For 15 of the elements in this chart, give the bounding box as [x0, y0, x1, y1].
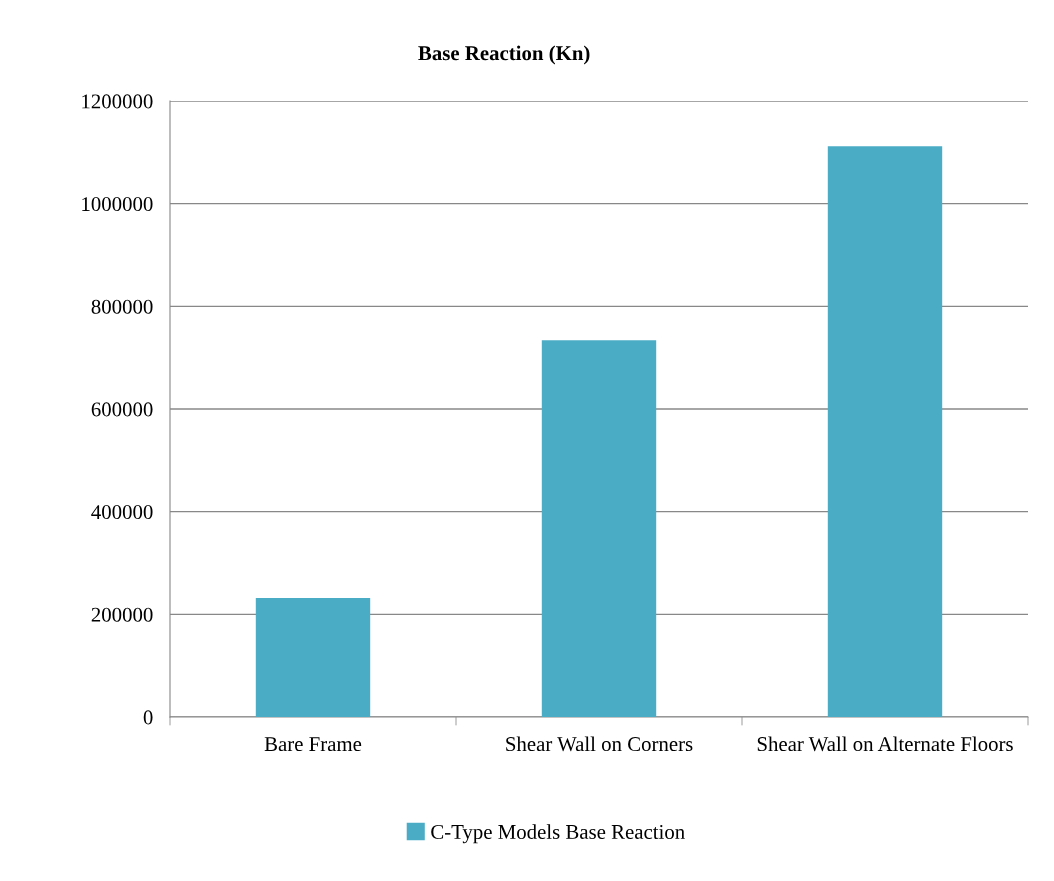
x-tick-label: Shear Wall on Alternate Floors — [757, 736, 1013, 752]
y-tick-label: 800000 — [91, 299, 153, 314]
bar — [541, 340, 657, 717]
y-tick-label: 400000 — [91, 505, 153, 520]
bar — [827, 146, 943, 717]
y-tick-label: 1200000 — [82, 94, 153, 109]
y-tick-label: 200000 — [91, 607, 153, 622]
legend-label: C-Type Models Base Reaction — [431, 824, 685, 844]
x-tick-label: Bare Frame — [264, 737, 362, 752]
y-tick-label: 1000000 — [82, 197, 153, 212]
y-tick-label: 0 — [143, 710, 153, 725]
y-tick-label: 600000 — [91, 402, 153, 417]
bar — [255, 597, 371, 717]
chart-title: Base Reaction (Kn) — [418, 45, 590, 65]
x-tick-label: Shear Wall on Corners — [506, 736, 693, 752]
